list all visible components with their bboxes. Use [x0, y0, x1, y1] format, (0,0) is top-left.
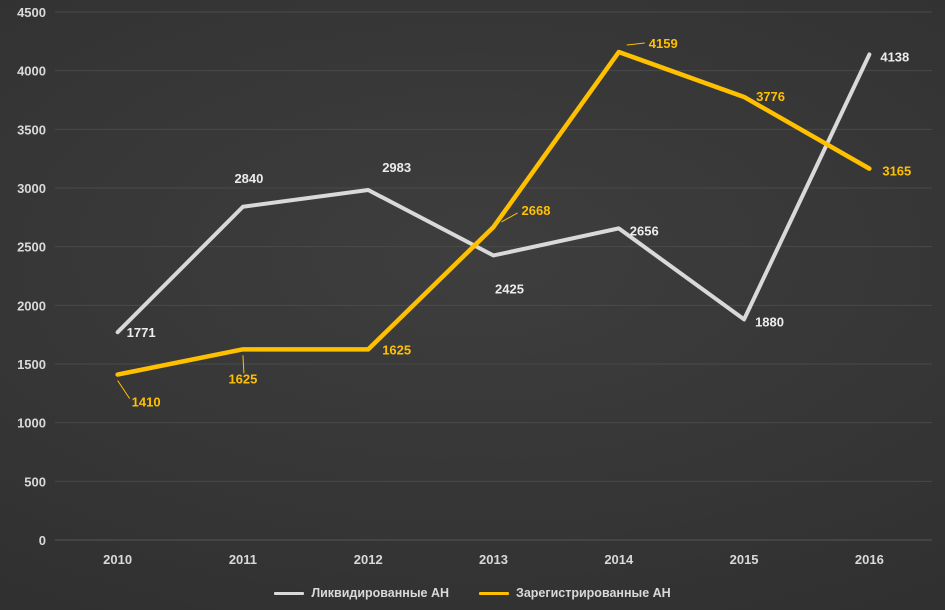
- y-axis-label: 0: [39, 533, 46, 548]
- data-label: 2668: [522, 203, 551, 218]
- data-label-leader: [242, 355, 245, 374]
- data-label: 4159: [649, 36, 678, 51]
- legend-line-swatch-yellow: [479, 591, 510, 595]
- data-label: 3165: [882, 164, 911, 179]
- y-axis-label: 1500: [17, 357, 46, 372]
- x-axis-label: 2012: [354, 552, 383, 567]
- x-axis-label: 2016: [855, 552, 884, 567]
- y-axis-label: 2500: [17, 240, 46, 255]
- data-label-leader: [117, 380, 131, 399]
- legend-line-swatch-white: [274, 591, 305, 595]
- series-line-liquidated: [115, 52, 872, 335]
- data-label-leader: [501, 212, 518, 223]
- data-label: 1410: [132, 395, 161, 410]
- y-axis-label: 500: [24, 474, 46, 489]
- data-label: 2983: [382, 160, 411, 175]
- data-label: 2840: [234, 171, 263, 186]
- x-axis-label: 2014: [604, 552, 634, 567]
- data-label: 4138: [880, 49, 909, 64]
- data-label: 1771: [127, 325, 156, 340]
- chart-legend: Ликвидированные АН Зарегистрированные АН: [0, 586, 945, 600]
- y-axis-label: 3000: [17, 181, 46, 196]
- series-line-registered: [115, 49, 872, 377]
- data-label-leader: [626, 42, 645, 46]
- data-label: 2425: [495, 281, 524, 296]
- x-axis-label: 2013: [479, 552, 508, 567]
- y-axis-label: 3500: [17, 122, 46, 137]
- legend-label-liquidated: Ликвидированные АН: [311, 586, 450, 600]
- y-axis-label: 1000: [17, 416, 46, 431]
- x-axis-label: 2010: [103, 552, 132, 567]
- data-label: 1625: [382, 342, 411, 357]
- y-axis-label: 4000: [17, 64, 46, 79]
- data-label: 1880: [755, 314, 784, 329]
- y-axis-label: 2000: [17, 298, 46, 313]
- data-label: 2656: [630, 223, 659, 238]
- legend-item-liquidated: Ликвидированные АН: [274, 586, 449, 600]
- legend-label-registered: Зарегистрированные АН: [516, 586, 671, 600]
- legend-item-registered: Зарегистрированные АН: [479, 586, 671, 600]
- x-axis-label: 2015: [730, 552, 759, 567]
- data-label: 1625: [228, 371, 257, 386]
- y-axis-label: 4500: [17, 5, 46, 20]
- x-axis-label: 2011: [229, 552, 257, 567]
- data-label: 3776: [756, 89, 785, 104]
